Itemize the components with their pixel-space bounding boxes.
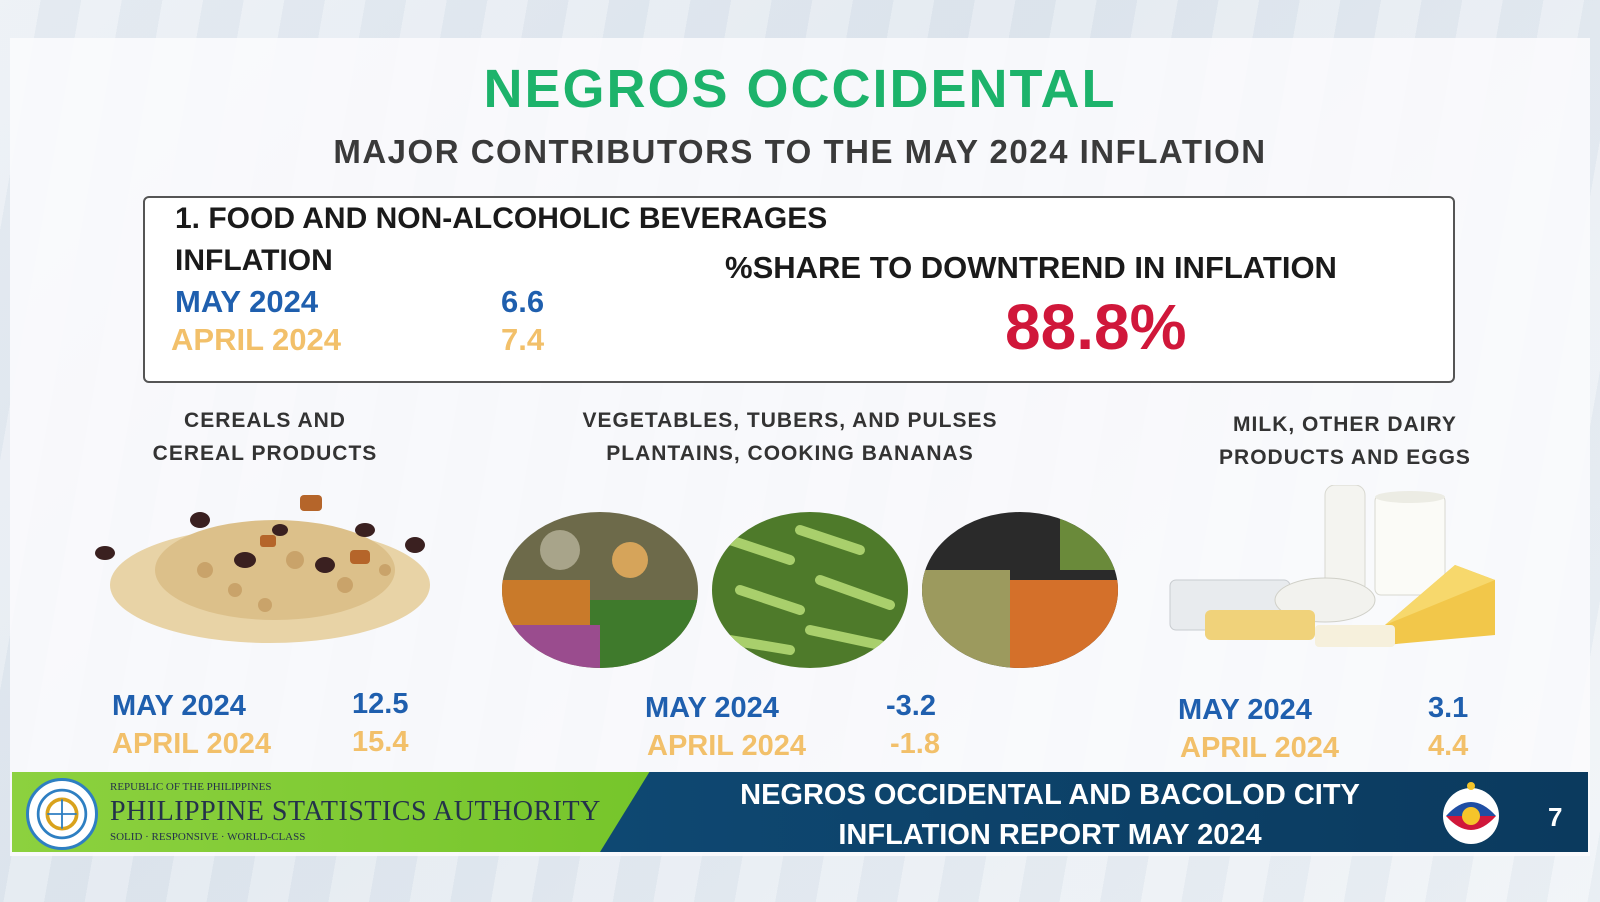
cereals-april-label: APRIL 2024	[112, 728, 272, 760]
share-label: %SHARE TO DOWNTREND IN INFLATION	[725, 250, 1337, 285]
republic-label: REPUBLIC OF THE PHILIPPINES	[110, 781, 272, 793]
report-title: NEGROS OCCIDENTAL AND BACOLOD CITY INFLA…	[680, 775, 1420, 855]
summary-may-value: 6.6	[501, 284, 545, 319]
cereals-april-value: 15.4	[352, 726, 409, 758]
footer-agency-band	[12, 772, 652, 852]
category-title-line2: PLANTAINS, COOKING BANANAS	[606, 442, 974, 465]
category-dairy-title: MILK, OTHER DAIRY PRODUCTS AND EGGS	[1160, 408, 1530, 474]
agency-tagline: SOLID · RESPONSIVE · WORLD-CLASS	[110, 831, 306, 843]
dairy-icon	[1169, 485, 1495, 647]
vegetables-may-value: -3.2	[886, 690, 936, 722]
vegetables-april-label: APRIL 2024	[647, 730, 807, 762]
category-title-line1: MILK, OTHER DAIRY	[1233, 413, 1457, 436]
page-title: NEGROS OCCIDENTAL	[483, 59, 1117, 119]
category-title-line1: VEGETABLES, TUBERS, AND PULSES	[582, 409, 998, 432]
vegetables-may-label: MAY 2024	[645, 692, 779, 724]
psa-logo-icon	[26, 778, 98, 850]
category-cereals-title: CEREALS AND CEREAL PRODUCTS	[100, 404, 430, 470]
summary-may-label: MAY 2024	[175, 284, 319, 319]
summary-april-value: 7.4	[501, 322, 545, 357]
footer-report-band	[600, 772, 1588, 852]
category-vegetables-title: VEGETABLES, TUBERS, AND PULSES PLANTAINS…	[510, 404, 1070, 470]
share-value: 88.8%	[1005, 291, 1187, 363]
summary-category: 1. FOOD AND NON-ALCOHOLIC BEVERAGES	[175, 202, 828, 235]
cereals-may-value: 12.5	[352, 688, 409, 720]
dairy-may-value: 3.1	[1428, 692, 1469, 724]
cereal-icon	[95, 495, 430, 643]
summary-april-label: APRIL 2024	[171, 322, 342, 357]
report-title-line2: INFLATION REPORT MAY 2024	[838, 819, 1262, 851]
dairy-april-label: APRIL 2024	[1180, 732, 1340, 764]
dairy-april-value: 4.4	[1428, 730, 1469, 762]
category-title-line2: CEREAL PRODUCTS	[152, 442, 378, 465]
cereals-may-label: MAY 2024	[112, 690, 246, 722]
summary-box: 1. FOOD AND NON-ALCOHOLIC BEVERAGES INFL…	[143, 196, 1455, 383]
vegetables-icon	[502, 512, 1118, 668]
category-title-line1: CEREALS AND	[184, 409, 346, 432]
vegetables-april-value: -1.8	[890, 728, 940, 760]
report-title-line1: NEGROS OCCIDENTAL AND BACOLOD CITY	[740, 779, 1360, 811]
page-number: 7	[1548, 802, 1563, 832]
content-panel	[10, 38, 1590, 856]
page-subtitle: MAJOR CONTRIBUTORS TO THE MAY 2024 INFLA…	[333, 133, 1267, 170]
philippine-seal-icon	[1443, 782, 1499, 844]
category-title-line2: PRODUCTS AND EGGS	[1219, 446, 1471, 469]
dairy-may-label: MAY 2024	[1178, 694, 1312, 726]
inflation-label: INFLATION	[175, 244, 333, 277]
agency-name: PHILIPPINE STATISTICS AUTHORITY	[110, 796, 601, 827]
